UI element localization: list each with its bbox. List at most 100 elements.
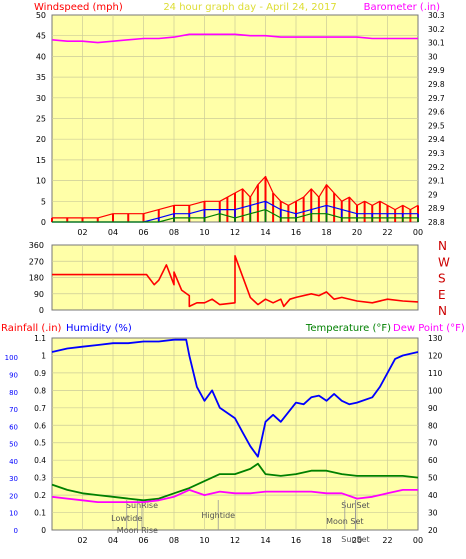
rainfall-y-tick-label: 0.4	[34, 456, 46, 465]
wind-x-tick-label: 12	[230, 228, 240, 237]
rainfall-y-tick-label: 0.7	[34, 404, 46, 413]
humidity-y-tick-label: 70	[9, 406, 18, 414]
direction-y-tick-label: 180	[29, 274, 44, 283]
barometer-y-tick-label: 29.2	[428, 163, 445, 172]
temp-x-tick-label: 02	[77, 536, 87, 545]
annotation-label: SunRise	[126, 501, 158, 510]
barometer-y-tick-label: 29	[428, 190, 438, 199]
barometer-line	[51, 33, 418, 44]
annotation-label: Moon Set	[326, 517, 363, 526]
temp-x-tick-label: 16	[291, 536, 301, 545]
humidity-y-tick-label: 40	[9, 458, 18, 466]
wind-x-tick-label: 00	[413, 228, 423, 237]
temp-x-tick-label: 18	[321, 536, 331, 545]
temp-x-tick-label: 06	[138, 536, 148, 545]
temperature-y-tick-label: 50	[428, 474, 438, 483]
direction-y-tick-label: 90	[34, 290, 44, 299]
compass-label: E	[438, 288, 446, 302]
rainfall-y-tick-label: 0.6	[34, 421, 46, 430]
barometer-y-tick-label: 29.5	[428, 121, 445, 130]
barometer-y-tick-label: 29.4	[428, 135, 445, 144]
temperature-y-tick-label: 40	[428, 491, 438, 500]
compass-label: N	[438, 304, 447, 318]
wind-y-tick-label: 25	[36, 115, 46, 124]
compass-label: N	[438, 239, 447, 253]
panels: 0510152025303540455028.828.92929.129.229…	[5, 11, 450, 545]
direction-y-tick-label: 0	[39, 306, 44, 315]
barometer-y-tick-label: 29.8	[428, 80, 445, 89]
rainfall-y-tick-label: 0	[41, 526, 46, 535]
temperature-y-tick-label: 60	[428, 456, 438, 465]
humidity-y-tick-label: 30	[9, 475, 18, 483]
humidity-y-tick-label: 50	[9, 441, 18, 449]
wind-x-tick-label: 04	[108, 228, 118, 237]
barometer-y-tick-label: 30.3	[428, 11, 445, 20]
wind-min-line	[52, 209, 418, 223]
wind-y-tick-label: 40	[36, 52, 46, 61]
temp-x-tick-label: 00	[413, 536, 423, 545]
wind-x-tick-label: 16	[291, 228, 301, 237]
rainfall-y-tick-label: 1	[41, 351, 46, 360]
barometer-y-tick-label: 28.9	[428, 204, 445, 213]
wind-x-tick-label: 20	[352, 228, 362, 237]
temperature-line	[51, 462, 419, 502]
temp-x-tick-label: 08	[169, 536, 179, 545]
temperature-y-tick-label: 90	[428, 404, 438, 413]
temperature-y-tick-label: 100	[428, 386, 443, 395]
rainfall-y-tick-label: 0.8	[34, 386, 46, 395]
wind-y-tick-label: 50	[36, 11, 46, 20]
wind-y-tick-label: 10	[36, 177, 46, 186]
direction-y-tick-label: 360	[29, 241, 44, 250]
humidity-y-tick-label: 80	[9, 389, 18, 397]
annotation-label: Lowtide	[111, 514, 142, 523]
temp-x-tick-label: 10	[199, 536, 209, 545]
temp-x-tick-label: 14	[260, 536, 270, 545]
humidity-y-tick-label: 20	[9, 492, 18, 500]
rainfall-y-tick-label: 1.1	[34, 334, 46, 343]
barometer-y-tick-label: 29.6	[428, 108, 445, 117]
rainfall-y-tick-label: 0.9	[34, 369, 46, 378]
wind-y-tick-label: 0	[41, 218, 46, 227]
barometer-y-tick-label: 30	[428, 52, 438, 61]
wind-y-tick-label: 35	[36, 73, 46, 82]
wind-x-tick-label: 08	[169, 228, 179, 237]
rainfall-y-tick-label: 0.1	[34, 509, 46, 518]
wind-direction-line	[52, 255, 419, 308]
compass-label: S	[438, 272, 446, 286]
temperature-y-tick-label: 30	[428, 509, 438, 518]
wind-x-tick-label: 06	[138, 228, 148, 237]
compass-label: W	[438, 255, 450, 269]
temp-x-tick-label: 22	[382, 536, 392, 545]
wind-y-tick-label: 15	[36, 156, 46, 165]
barometer-y-tick-label: 30.1	[428, 39, 445, 48]
annotation-label: SunSet	[341, 535, 369, 544]
barometer-y-tick-label: 29.7	[428, 94, 445, 103]
temperature-y-tick-label: 130	[428, 334, 443, 343]
humidity-y-tick-label: 60	[9, 423, 18, 431]
humidity-y-tick-label: 0	[14, 527, 18, 535]
direction-y-tick-label: 270	[29, 257, 44, 266]
humidity-y-tick-label: 10	[9, 510, 18, 518]
temperature-y-tick-label: 110	[428, 369, 443, 378]
temperature-axis-title: Temperature (°F)	[305, 323, 391, 334]
wind-gust-line	[52, 175, 419, 219]
chart-title: 24 hour graph day - April 24, 2017	[163, 2, 336, 13]
temp-x-tick-label: 04	[108, 536, 118, 545]
barometer-y-tick-label: 29.9	[428, 66, 445, 75]
wind-x-tick-label: 02	[77, 228, 87, 237]
wind-y-tick-label: 30	[36, 94, 46, 103]
barometer-y-tick-label: 28.8	[428, 218, 445, 227]
temperature-y-tick-label: 120	[428, 351, 443, 360]
temp-x-tick-label: 20	[352, 536, 362, 545]
humidity-axis-title: Humidity (%)	[66, 323, 132, 334]
barometer-y-tick-label: 30.2	[428, 25, 445, 34]
temperature-y-tick-label: 20	[428, 526, 438, 535]
rainfall-y-tick-label: 0.3	[34, 474, 46, 483]
rainfall-y-tick-label: 0.2	[34, 491, 46, 500]
wind-average-line	[52, 200, 418, 223]
annotation-label: Hightide	[201, 511, 235, 520]
annotation-label: Moon Rise	[117, 526, 158, 535]
windspeed-axis-title: Windspeed (mph)	[34, 2, 123, 13]
barometer-axis-title: Barometer (.in)	[364, 2, 440, 13]
